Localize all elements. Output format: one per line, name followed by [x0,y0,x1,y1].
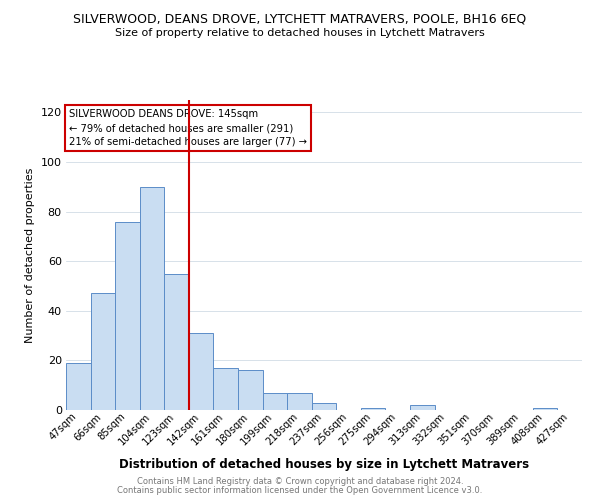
Text: SILVERWOOD, DEANS DROVE, LYTCHETT MATRAVERS, POOLE, BH16 6EQ: SILVERWOOD, DEANS DROVE, LYTCHETT MATRAV… [73,12,527,26]
Bar [263,392,287,410]
Bar [214,368,238,410]
Bar [140,187,164,410]
X-axis label: Distribution of detached houses by size in Lytchett Matravers: Distribution of detached houses by size … [119,458,529,471]
Bar [115,222,140,410]
Bar [238,370,263,410]
Bar [164,274,189,410]
Bar [312,402,336,410]
Bar [410,405,434,410]
Bar [361,408,385,410]
Text: SILVERWOOD DEANS DROVE: 145sqm
← 79% of detached houses are smaller (291)
21% of: SILVERWOOD DEANS DROVE: 145sqm ← 79% of … [68,110,307,148]
Y-axis label: Number of detached properties: Number of detached properties [25,168,35,342]
Bar [189,333,214,410]
Bar [533,408,557,410]
Text: Size of property relative to detached houses in Lytchett Matravers: Size of property relative to detached ho… [115,28,485,38]
Text: Contains public sector information licensed under the Open Government Licence v3: Contains public sector information licen… [118,486,482,495]
Text: Contains HM Land Registry data © Crown copyright and database right 2024.: Contains HM Land Registry data © Crown c… [137,477,463,486]
Bar [66,363,91,410]
Bar [91,294,115,410]
Bar [287,392,312,410]
